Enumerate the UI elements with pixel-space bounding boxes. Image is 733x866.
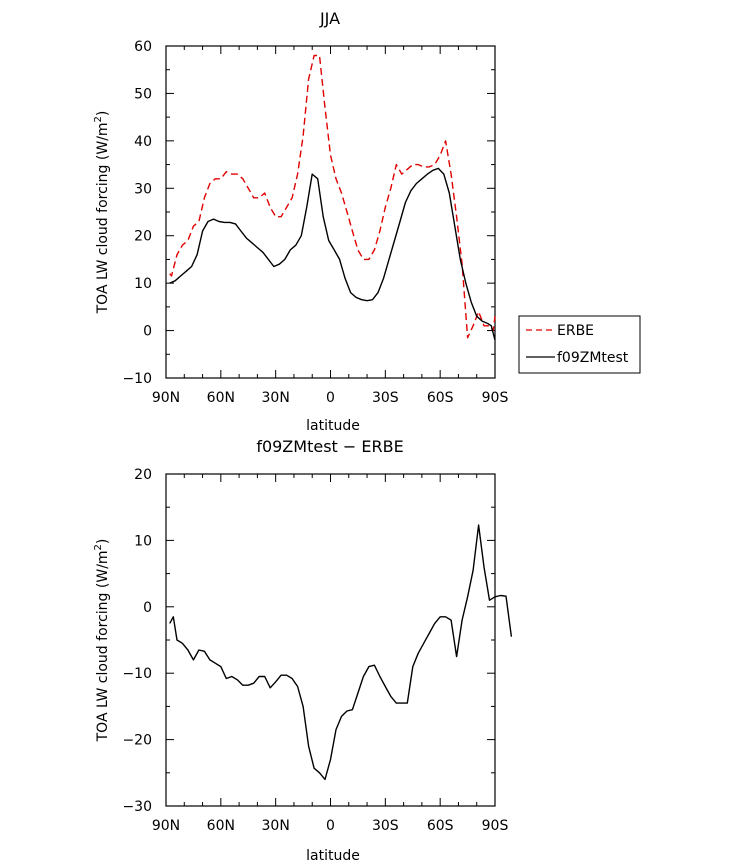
top-y-tick-label: 50 <box>134 86 152 102</box>
top-y-tick-label: 10 <box>134 276 152 292</box>
bottom-y-tick-label: 20 <box>134 467 152 483</box>
legend: ERBE f09ZMtest <box>518 315 641 374</box>
bottom-x-axis-label: latitude <box>306 848 360 864</box>
bottom-chart-title: f09ZMtest − ERBE <box>256 437 403 456</box>
top-x-tick-label: 30N <box>262 390 290 406</box>
top-y-tick-label: 60 <box>134 39 152 55</box>
bottom-series-line-difference <box>169 524 513 781</box>
top-y-tick-label: 30 <box>134 181 152 197</box>
top-y-axis-label: TOA LW cloud forcing (W/m2) <box>93 111 111 315</box>
bottom-series-group <box>169 524 513 781</box>
bottom-x-tick-label: 60S <box>427 818 454 834</box>
top-x-tick-label: 90N <box>152 390 180 406</box>
top-panel: JJA 90N 60N 30N 0 30S 60S 90S−100102030405060 … <box>93 9 641 434</box>
top-ticks: 90N 60N 30N 0 30S 60S 90S −10 0 10 20 30 40 50 60 <box>122 39 508 406</box>
top-y-tick-label: 40 <box>134 134 152 150</box>
bottom-y-tick-label: −20 <box>122 733 152 749</box>
top-y-tick-label: 20 <box>134 229 152 245</box>
top-x-tick-label: 0 <box>326 390 335 406</box>
top-x-tick-label: 30S <box>372 390 399 406</box>
bottom-y-tick-label: −30 <box>122 799 152 815</box>
top-y-tick-label: 0 <box>143 324 152 340</box>
top-series-line-f09zmtest <box>169 167 496 341</box>
top-x-axis-label: latitude <box>306 418 360 434</box>
top-series-line-erbe <box>169 54 496 339</box>
bottom-y-axis-label-end: ) <box>95 539 111 544</box>
top-plot-frame <box>165 45 496 379</box>
top-x-tick-label: 60S <box>427 390 454 406</box>
bottom-x-tick-label: 30S <box>372 818 399 834</box>
legend-f09zmtest-label: f09ZMtest <box>557 350 629 366</box>
bottom-x-tick-label: 30N <box>262 818 290 834</box>
top-y-axis-label-end: ) <box>95 111 111 116</box>
top-y-axis-label-main: TOA LW cloud forcing (W/m <box>95 122 111 314</box>
top-x-tick-label: 90S <box>482 390 509 406</box>
top-chart-title: JJA <box>319 9 340 28</box>
top-y-tick-label: −10 <box>122 371 152 387</box>
bottom-y-axis-label-main: TOA LW cloud forcing (W/m <box>95 550 111 742</box>
bottom-y-tick-label: 10 <box>134 533 152 549</box>
top-y-axis-label-sup: 2 <box>93 116 104 122</box>
bottom-y-axis-label: TOA LW cloud forcing (W/m2) <box>93 539 111 743</box>
bottom-x-tick-label: 60N <box>207 818 235 834</box>
bottom-x-tick-label: 0 <box>326 818 335 834</box>
bottom-y-tick-label: 0 <box>143 600 152 616</box>
bottom-panel: f09ZMtest − ERBE 90N 60N 30N 0 30S 60S 90S −30 −… <box>93 437 513 864</box>
top-series-group <box>169 54 496 341</box>
bottom-x-tick-label: 90N <box>152 818 180 834</box>
top-x-tick-label: 60N <box>207 390 235 406</box>
bottom-ticks: 90N 60N 30N 0 30S 60S 90S −30 −20 −10 0 10 20 <box>122 467 508 834</box>
legend-erbe-label: ERBE <box>557 323 594 339</box>
bottom-y-tick-label: −10 <box>122 666 152 682</box>
bottom-y-axis-label-sup: 2 <box>93 544 104 550</box>
bottom-x-tick-label: 90S <box>482 818 509 834</box>
legend-box <box>518 315 641 374</box>
